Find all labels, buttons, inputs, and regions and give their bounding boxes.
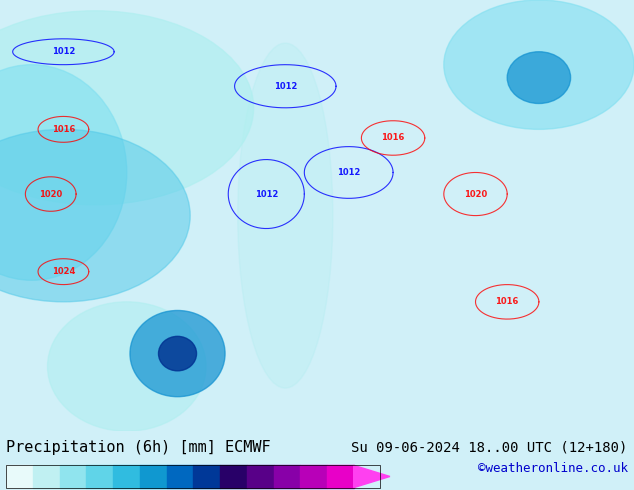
- Bar: [193, 466, 220, 488]
- Text: 1020: 1020: [39, 190, 62, 198]
- Bar: [327, 466, 354, 488]
- Ellipse shape: [0, 11, 254, 205]
- Text: Precipitation (6h) [mm] ECMWF: Precipitation (6h) [mm] ECMWF: [6, 440, 271, 455]
- Bar: [167, 466, 193, 488]
- Bar: [6, 466, 33, 488]
- Text: 1012: 1012: [52, 47, 75, 56]
- Text: 1016: 1016: [52, 125, 75, 134]
- Bar: [33, 466, 60, 488]
- Bar: [220, 466, 247, 488]
- Bar: [247, 466, 273, 488]
- Bar: [86, 466, 113, 488]
- Text: 1024: 1024: [52, 267, 75, 276]
- Text: Su 09-06-2024 18..00 UTC (12+180): Su 09-06-2024 18..00 UTC (12+180): [351, 440, 628, 454]
- Bar: [113, 466, 140, 488]
- Bar: [140, 466, 167, 488]
- Ellipse shape: [130, 311, 225, 397]
- Bar: [301, 466, 327, 488]
- Ellipse shape: [158, 336, 197, 371]
- Text: 1012: 1012: [255, 190, 278, 198]
- Text: 1012: 1012: [274, 82, 297, 91]
- Text: 1016: 1016: [496, 297, 519, 306]
- Ellipse shape: [0, 65, 127, 280]
- Polygon shape: [354, 466, 390, 488]
- Bar: [60, 466, 86, 488]
- Bar: [6, 466, 380, 488]
- Ellipse shape: [444, 0, 634, 129]
- Bar: [273, 466, 301, 488]
- Ellipse shape: [507, 52, 571, 103]
- Text: 1020: 1020: [464, 190, 487, 198]
- Text: ©weatheronline.co.uk: ©weatheronline.co.uk: [477, 462, 628, 475]
- Ellipse shape: [0, 129, 190, 302]
- Ellipse shape: [48, 302, 206, 431]
- Text: 1012: 1012: [337, 168, 360, 177]
- Text: 1016: 1016: [382, 133, 404, 143]
- Ellipse shape: [238, 43, 333, 388]
